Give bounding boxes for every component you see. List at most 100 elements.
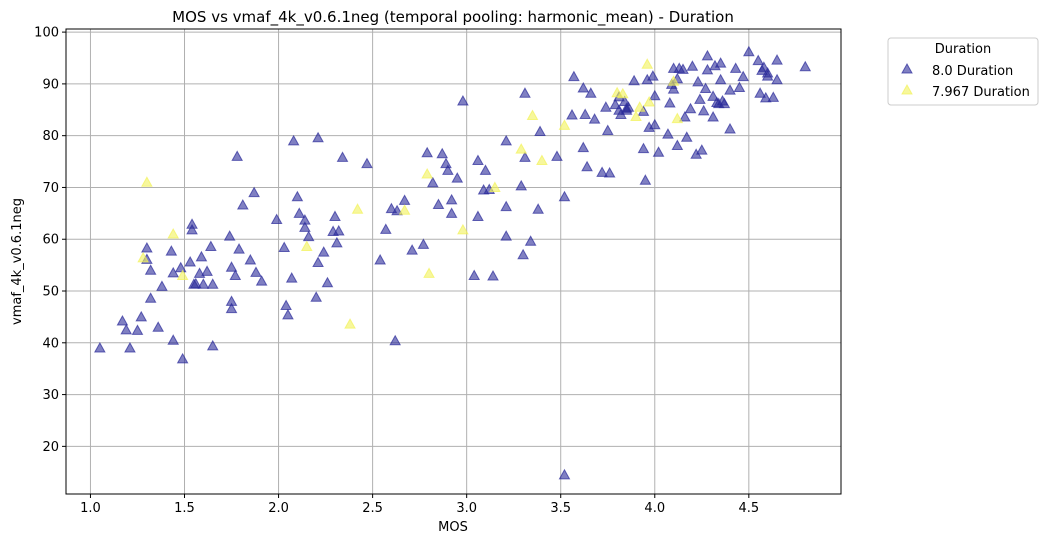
y-axis-ticks: 20 30 40 50 60 70 80 90 100	[34, 26, 66, 455]
point-8-0-duration	[165, 245, 178, 256]
point-8-0-duration	[141, 242, 153, 253]
point-8-0-duration	[566, 108, 578, 120]
point-8-0-duration	[652, 146, 665, 157]
point-8-0-duration	[771, 73, 783, 85]
point-8-0-duration	[799, 60, 812, 72]
point-8-0-duration	[291, 190, 304, 202]
x-axis-ticks: 1.0 1.5 2.0 2.5 3.0 3.5 4.0 4.5	[80, 494, 759, 516]
point-8-0-duration	[135, 310, 148, 322]
point-7-967-duration	[176, 269, 189, 280]
x-tick-label: 3.5	[550, 501, 571, 516]
point-8-0-duration	[331, 236, 343, 248]
point-8-0-duration	[426, 176, 439, 188]
point-7-967-duration	[643, 95, 655, 107]
point-8-0-duration	[472, 210, 484, 221]
x-tick-label: 2.0	[268, 501, 289, 516]
point-8-0-duration	[519, 151, 531, 162]
point-8-0-duration	[167, 266, 180, 278]
y-tick-label: 70	[42, 181, 59, 196]
grid-lines	[66, 29, 841, 494]
point-8-0-duration	[532, 203, 544, 214]
point-8-0-duration	[647, 70, 659, 81]
y-tick-label: 20	[42, 440, 59, 455]
point-8-0-duration	[517, 248, 529, 260]
point-8-0-duration	[697, 104, 710, 116]
point-8-0-duration	[282, 308, 294, 320]
chart-title: MOS vs vmaf_4k_v0.6.1neg (temporal pooli…	[172, 8, 734, 27]
point-7-967-duration	[641, 58, 654, 69]
point-8-0-duration	[391, 204, 403, 216]
point-8-0-duration	[742, 45, 755, 57]
point-8-0-duration	[201, 265, 213, 276]
point-8-0-duration	[152, 321, 165, 332]
point-8-0-duration	[285, 272, 298, 283]
point-8-0-duration	[737, 70, 750, 82]
point-8-0-duration	[468, 269, 481, 280]
legend-label-7-967-duration: 7.967 Duration	[932, 85, 1030, 100]
point-8-0-duration	[94, 341, 106, 353]
point-8-0-duration	[679, 110, 691, 122]
x-tick-label: 2.5	[362, 501, 383, 516]
point-8-0-duration	[662, 128, 674, 139]
legend-frame	[887, 37, 1039, 106]
x-tick-label: 1.0	[80, 501, 101, 516]
point-7-967-duration	[633, 101, 646, 112]
point-8-0-duration	[312, 256, 324, 268]
point-8-0-duration	[189, 277, 202, 289]
point-8-0-duration	[686, 60, 699, 71]
x-axis-label: MOS	[438, 520, 468, 535]
point-8-0-duration	[442, 164, 454, 175]
point-7-967-duration	[526, 109, 539, 120]
point-8-0-duration	[174, 261, 187, 273]
point-8-0-duration	[695, 144, 708, 155]
point-8-0-duration	[225, 302, 238, 314]
point-8-0-duration	[120, 323, 133, 335]
x-tick-label: 4.0	[644, 501, 665, 516]
point-8-0-duration	[714, 73, 727, 85]
point-8-0-duration	[310, 291, 323, 302]
point-7-967-duration	[536, 154, 548, 166]
point-8-0-duration	[500, 200, 513, 212]
point-7-967-duration	[671, 112, 684, 124]
point-8-0-duration	[534, 125, 546, 137]
point-8-0-duration	[225, 261, 238, 272]
point-7-967-duration	[167, 228, 180, 239]
point-8-0-duration	[231, 150, 244, 161]
point-8-0-duration	[701, 49, 714, 61]
point-8-0-duration	[618, 95, 631, 106]
point-8-0-duration	[596, 166, 608, 177]
point-8-0-duration	[637, 142, 650, 154]
point-8-0-duration	[558, 190, 571, 202]
point-8-0-duration	[186, 223, 198, 235]
point-8-0-duration	[336, 151, 349, 162]
point-8-0-duration	[445, 193, 458, 205]
plot-frame	[65, 28, 842, 495]
point-8-0-duration	[568, 70, 580, 82]
point-8-0-duration	[184, 255, 196, 267]
point-8-0-duration	[577, 82, 590, 93]
point-8-0-duration	[684, 102, 697, 114]
point-8-0-duration	[677, 63, 689, 74]
point-8-0-duration	[255, 275, 268, 286]
point-8-0-duration	[206, 278, 219, 289]
point-8-0-duration	[581, 160, 593, 172]
point-8-0-duration	[515, 179, 528, 191]
point-8-0-duration	[600, 101, 612, 112]
point-8-0-duration	[707, 90, 719, 101]
y-tick-label: 30	[42, 388, 59, 403]
point-7-967-duration	[141, 176, 153, 187]
point-8-0-duration	[551, 150, 563, 161]
y-axis-label: vmaf_4k_v0.6.1neg	[10, 198, 25, 325]
point-8-0-duration	[417, 238, 430, 249]
point-8-0-duration	[648, 89, 661, 101]
point-8-0-duration	[374, 253, 386, 265]
point-8-0-duration	[389, 334, 402, 346]
point-8-0-duration	[329, 210, 341, 221]
point-8-0-duration	[280, 299, 292, 311]
point-8-0-duration	[440, 157, 452, 169]
point-7-967-duration	[457, 223, 469, 235]
point-8-0-duration	[451, 172, 464, 183]
point-8-0-duration	[321, 276, 334, 288]
point-8-0-duration	[167, 334, 180, 345]
